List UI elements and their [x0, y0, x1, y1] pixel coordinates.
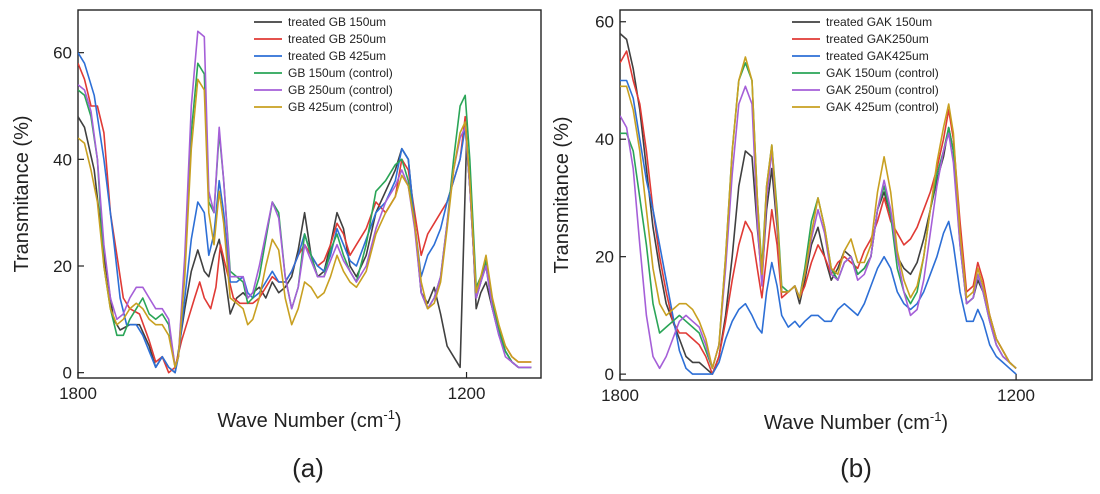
legend: treated GAK 150um treated GAK250um treated… — [792, 15, 939, 114]
legend-entry: GAK 425um (control) — [826, 100, 939, 114]
series-line-3 — [78, 52, 532, 374]
series-line-2 — [78, 62, 532, 374]
x-axis-title-main: Wave Number (cm — [217, 410, 383, 432]
y-tick-label: 0 — [605, 365, 614, 384]
panel-label: (a) — [292, 453, 324, 483]
x-axis-title: Wave Number (cm-1) — [217, 407, 401, 432]
plot-frame — [619, 9, 1093, 381]
legend-entry: GAK 150um (control) — [826, 66, 939, 80]
y-tick-label: 20 — [595, 248, 614, 267]
x-tick-label: 1200 — [448, 384, 486, 403]
legend-entry: GAK 250um (control) — [826, 83, 939, 97]
x-axis-title-sup: -1 — [930, 409, 942, 424]
series-lines — [78, 30, 532, 374]
y-tick-label: 40 — [595, 130, 614, 149]
legend-entry: treated GAK250um — [826, 32, 929, 46]
legend-entry: treated GB 250um — [288, 32, 386, 46]
y-axis-title: Transmitance (%) — [11, 115, 33, 272]
series-line-6 — [620, 56, 1017, 370]
y-tick-label: 0 — [63, 364, 72, 383]
series-line-4 — [620, 62, 1017, 370]
legend-entry: GB 250um (control) — [288, 83, 393, 97]
legend-entry: GB 425um (control) — [288, 100, 393, 114]
x-axis-title: Wave Number (cm-1) — [764, 409, 948, 434]
legend-entry: treated GB 150um — [288, 15, 386, 29]
x-axis-title-end: ) — [941, 412, 948, 434]
x-tick-label: 1200 — [997, 386, 1035, 405]
y-tick-label: 60 — [595, 13, 614, 32]
legend: treated GB 150um treated GB 250um treated … — [254, 15, 393, 114]
y-tick-label: 20 — [53, 257, 72, 276]
x-axis-title-end: ) — [395, 410, 402, 432]
legend-entry: treated GAK425um — [826, 49, 929, 63]
y-axis-title: Transmitance (%) — [551, 116, 573, 273]
x-axis-title-main: Wave Number (cm — [764, 412, 930, 434]
x-tick-label: 1800 — [601, 386, 639, 405]
series-line-3 — [620, 79, 1017, 375]
legend-entry: GB 150um (control) — [288, 66, 393, 80]
series-line-5 — [78, 30, 532, 369]
y-tick-label: 40 — [53, 150, 72, 169]
legend-entry: treated GAK 150um — [826, 15, 932, 29]
series-line-6 — [78, 78, 532, 369]
series-line-5 — [620, 85, 1017, 370]
x-axis-title-sup: -1 — [383, 407, 395, 422]
series-lines — [620, 32, 1017, 375]
x-tick-label: 1800 — [59, 384, 97, 403]
plot-frame — [77, 9, 542, 379]
y-tick-label: 60 — [53, 44, 72, 63]
series-line-2 — [620, 50, 1017, 375]
panel-label: (b) — [840, 453, 872, 483]
legend-entry: treated GB 425um — [288, 49, 386, 63]
